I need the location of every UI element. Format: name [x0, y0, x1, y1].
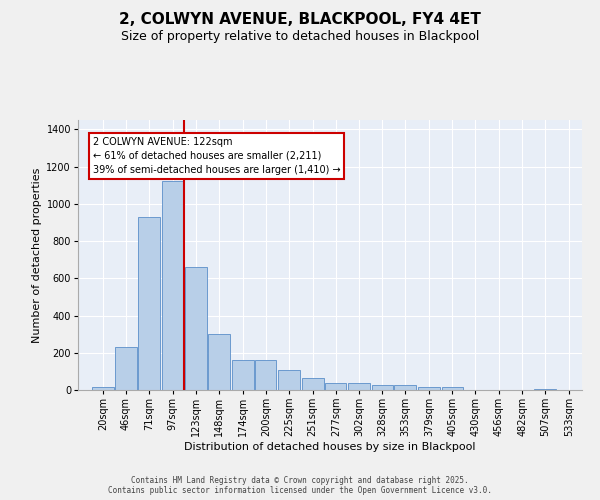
Text: Contains HM Land Registry data © Crown copyright and database right 2025.
Contai: Contains HM Land Registry data © Crown c… — [108, 476, 492, 495]
Bar — [92, 387, 114, 390]
Bar — [185, 267, 206, 390]
Bar — [325, 384, 346, 390]
Bar — [115, 347, 137, 390]
Bar — [394, 386, 416, 390]
Bar — [138, 217, 160, 390]
Bar — [162, 182, 184, 390]
Bar — [371, 386, 393, 390]
Bar — [302, 378, 324, 390]
Bar — [418, 387, 440, 390]
Bar — [348, 384, 370, 390]
X-axis label: Distribution of detached houses by size in Blackpool: Distribution of detached houses by size … — [184, 442, 476, 452]
Bar — [208, 334, 230, 390]
Text: Size of property relative to detached houses in Blackpool: Size of property relative to detached ho… — [121, 30, 479, 43]
Bar — [256, 360, 277, 390]
Text: 2 COLWYN AVENUE: 122sqm
← 61% of detached houses are smaller (2,211)
39% of semi: 2 COLWYN AVENUE: 122sqm ← 61% of detache… — [93, 137, 340, 175]
Bar — [232, 360, 254, 390]
Bar — [442, 387, 463, 390]
Bar — [278, 370, 300, 390]
Text: 2, COLWYN AVENUE, BLACKPOOL, FY4 4ET: 2, COLWYN AVENUE, BLACKPOOL, FY4 4ET — [119, 12, 481, 28]
Bar — [535, 389, 556, 390]
Y-axis label: Number of detached properties: Number of detached properties — [32, 168, 42, 342]
